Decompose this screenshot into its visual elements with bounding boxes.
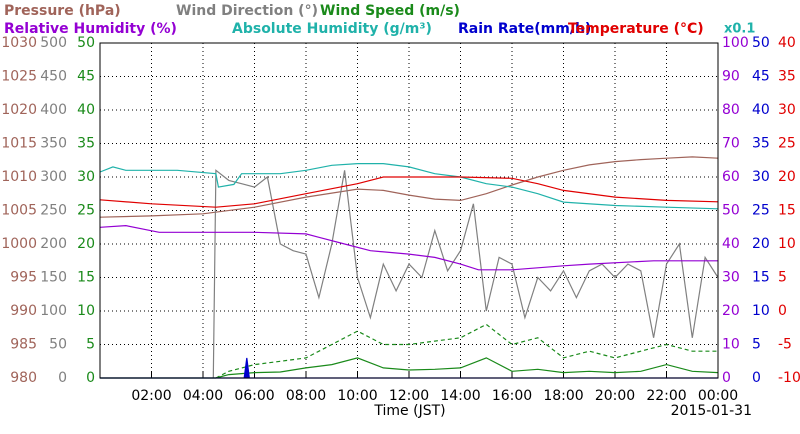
y-tick-label: 15 — [77, 270, 95, 286]
y-tick-label: 500 — [40, 35, 67, 51]
y-tick-label: 0 — [86, 370, 95, 386]
line — [99, 156, 719, 218]
x-tick-label: 00:00 — [698, 388, 738, 404]
axis-title: Wind Speed (m/s) — [320, 3, 460, 19]
y-tick-label: 20 — [778, 169, 796, 185]
y-tick-label: 1020 — [1, 102, 37, 118]
y-tick-label: 70 — [722, 136, 740, 152]
line — [215, 323, 718, 379]
y-tick-label: 50 — [49, 337, 67, 353]
y-tick-label: 15 — [778, 203, 796, 219]
y-tick-label: 10 — [722, 337, 740, 353]
y-tick-label: 25 — [752, 203, 770, 219]
y-tick-label: 20 — [722, 303, 740, 319]
axis-title: Pressure (hPa) — [4, 3, 121, 19]
y-tick-label: 250 — [40, 203, 67, 219]
y-tick-label: 20 — [77, 236, 95, 252]
y-tick-label: 980 — [10, 370, 37, 386]
y-tick-label: 50 — [722, 203, 740, 219]
y-tick-label: -10 — [778, 370, 800, 386]
y-tick-label: 10 — [77, 303, 95, 319]
line — [99, 176, 719, 208]
y-tick-label: 400 — [40, 102, 67, 118]
x-tick-label: 16:00 — [492, 388, 532, 404]
y-tick-label: 90 — [722, 69, 740, 85]
y-tick-label: 200 — [40, 236, 67, 252]
y-tick-label: 25 — [778, 136, 796, 152]
y-tick-label: 30 — [722, 270, 740, 286]
y-tick-label: 50 — [77, 35, 95, 51]
scale-note: x0.1 — [724, 22, 755, 37]
y-tick-label: 995 — [10, 270, 37, 286]
line — [100, 357, 719, 379]
y-tick-label: 0 — [58, 370, 67, 386]
y-tick-label: 1010 — [1, 169, 37, 185]
x-tick-label: 22:00 — [646, 388, 686, 404]
y-tick-label: 40 — [722, 236, 740, 252]
y-tick-label: 5 — [752, 337, 761, 353]
y-tick-label: 150 — [40, 270, 67, 286]
x-tick-label: 02:00 — [131, 388, 171, 404]
y-tick-label: 10 — [778, 236, 796, 252]
x-tick-label: 04:00 — [183, 388, 223, 404]
x-tick-label: 14:00 — [440, 388, 480, 404]
y-tick-label: 985 — [10, 337, 37, 353]
date-label: 2015-01-31 — [671, 403, 752, 419]
y-tick-label: 25 — [77, 203, 95, 219]
line — [99, 163, 719, 210]
y-tick-label: 300 — [40, 169, 67, 185]
y-tick-label: 45 — [752, 69, 770, 85]
y-tick-label: -5 — [778, 337, 792, 353]
y-tick-label: 15 — [752, 270, 770, 286]
axis-title: Absolute Humidity (g/m³) — [232, 21, 432, 37]
y-tick-label: 100 — [40, 303, 67, 319]
y-tick-label: 0 — [752, 370, 761, 386]
y-tick-label: 0 — [778, 303, 787, 319]
x-axis-label: Time (JST) — [373, 403, 445, 419]
y-tick-label: 40 — [778, 35, 796, 51]
x-tick-label: 20:00 — [595, 388, 635, 404]
y-tick-label: 40 — [77, 102, 95, 118]
y-tick-label: 30 — [778, 102, 796, 118]
y-tick-label: 0 — [722, 370, 731, 386]
y-tick-label: 10 — [752, 303, 770, 319]
y-tick-label: 1000 — [1, 236, 37, 252]
y-tick-label: 80 — [722, 102, 740, 118]
y-tick-label: 1030 — [1, 35, 37, 51]
x-tick-label: 08:00 — [286, 388, 326, 404]
y-tick-label: 35 — [778, 69, 796, 85]
line — [212, 169, 719, 379]
y-tick-label: 990 — [10, 303, 37, 319]
y-tick-label: 45 — [77, 69, 95, 85]
y-tick-label: 30 — [752, 169, 770, 185]
axis-title: Rain Rate(mm/h) — [458, 21, 591, 37]
x-tick-label: 18:00 — [543, 388, 583, 404]
x-tick-label: 12:00 — [389, 388, 429, 404]
line — [99, 224, 718, 271]
y-tick-label: 35 — [77, 136, 95, 152]
y-tick-label: 1005 — [1, 203, 37, 219]
y-tick-label: 50 — [752, 35, 770, 51]
y-tick-label: 350 — [40, 136, 67, 152]
y-tick-label: 1025 — [1, 69, 37, 85]
y-tick-label: 5 — [86, 337, 95, 353]
y-tick-label: 40 — [752, 102, 770, 118]
y-tick-label: 60 — [722, 169, 740, 185]
axis-title: Wind Direction (°) — [176, 3, 318, 19]
axis-title: Relative Humidity (%) — [4, 21, 177, 37]
plot-frame — [99, 42, 719, 379]
y-tick-label: 30 — [77, 169, 95, 185]
y-tick-label: 35 — [752, 136, 770, 152]
y-tick-label: 1015 — [1, 136, 37, 152]
x-tick-label: 06:00 — [234, 388, 274, 404]
y-tick-label: 100 — [722, 35, 749, 51]
x-tick-label: 10:00 — [337, 388, 377, 404]
axis-title: Temperature (°C) — [568, 21, 704, 37]
y-tick-label: 5 — [778, 270, 787, 286]
y-tick-label: 450 — [40, 69, 67, 85]
y-tick-label: 20 — [752, 236, 770, 252]
